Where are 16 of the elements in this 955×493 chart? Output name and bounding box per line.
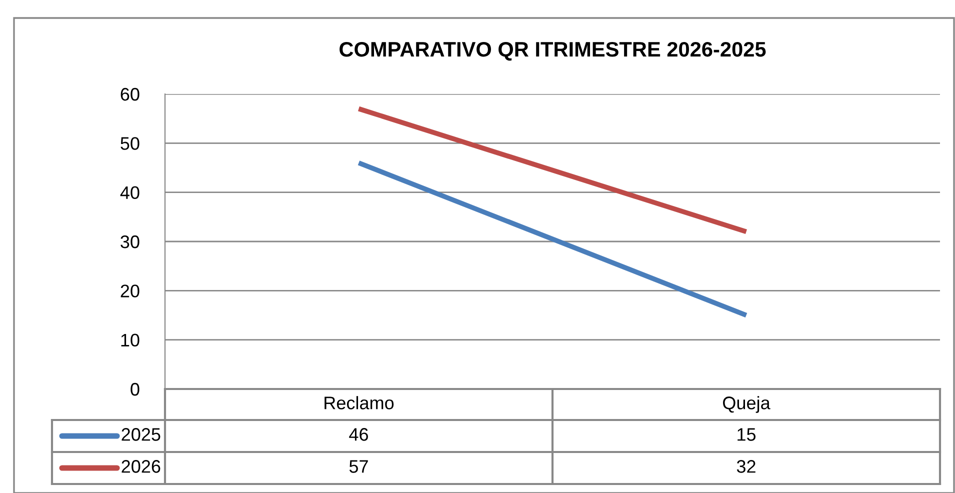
y-tick-label: 10 bbox=[121, 334, 140, 347]
data-label: 46 bbox=[349, 428, 368, 441]
y-tick-label: 0 bbox=[130, 382, 140, 396]
y-tick-label: 30 bbox=[120, 235, 140, 248]
y-tick-label: 60 bbox=[120, 88, 140, 101]
legend-label: 2026 bbox=[122, 460, 160, 473]
x-tick-label: Reclamo bbox=[324, 396, 394, 410]
x-tick-label: Queja bbox=[723, 396, 770, 413]
y-tick-label: 40 bbox=[120, 186, 140, 200]
data-label: 15 bbox=[738, 428, 756, 441]
data-label: 32 bbox=[736, 460, 756, 473]
chart-title: COMPARATIVO QR ITRIMESTRE 2026-2025 bbox=[340, 42, 766, 61]
data-label: 57 bbox=[349, 460, 368, 473]
legend-label: 2025 bbox=[122, 428, 160, 441]
y-tick-label: 20 bbox=[120, 284, 140, 298]
y-tick-label: 50 bbox=[120, 137, 140, 150]
